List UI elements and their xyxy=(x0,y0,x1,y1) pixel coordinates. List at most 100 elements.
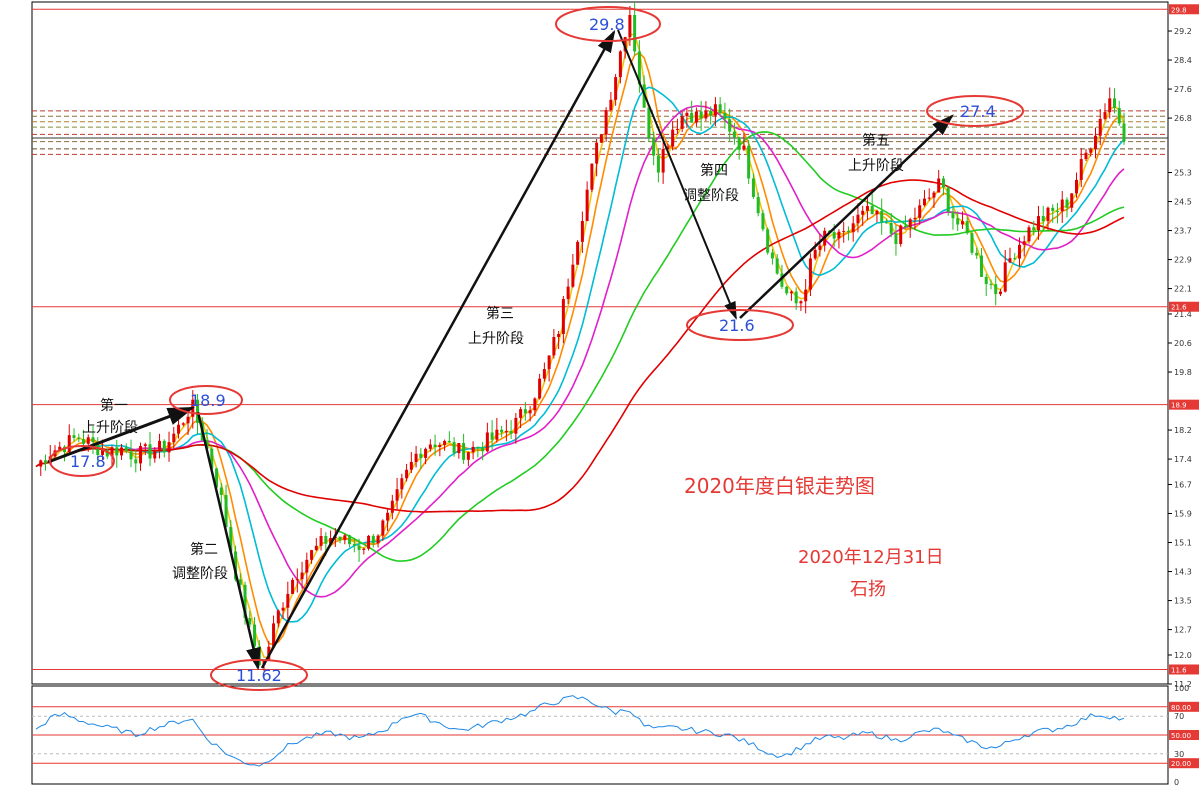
chart-date: 2020年12月31日 xyxy=(798,547,944,568)
trend-arrows xyxy=(47,29,954,671)
candle-body xyxy=(457,443,461,454)
candle-body xyxy=(675,128,679,130)
stage-4-line1: 第四 xyxy=(700,162,728,179)
candle-body xyxy=(770,252,774,259)
candle-body xyxy=(884,222,888,224)
candle-body xyxy=(994,284,998,295)
candle-body xyxy=(970,233,974,253)
candle-body xyxy=(148,444,152,459)
candle-body xyxy=(314,545,318,551)
candle-body xyxy=(509,431,513,434)
candle-body xyxy=(386,512,390,521)
candle-body xyxy=(756,196,760,214)
candle-body xyxy=(1017,244,1021,259)
candle-body xyxy=(139,446,143,464)
price-tag-label: 18.9 xyxy=(1171,402,1187,410)
price-tick-label: 20.6 xyxy=(1174,339,1192,348)
candle-body xyxy=(238,579,242,585)
circle-21-6 xyxy=(686,309,794,341)
candle-body xyxy=(908,219,912,228)
candle-body xyxy=(552,336,556,356)
rsi-tick-label: 70 xyxy=(1174,712,1184,721)
candle-body xyxy=(747,145,751,179)
candle-body xyxy=(72,435,76,438)
price-tick-label: 17.4 xyxy=(1174,455,1192,464)
point-label-21-6: 21.6 xyxy=(719,316,755,335)
candle-body xyxy=(1008,258,1012,263)
rsi-tag-label: 20.00 xyxy=(1171,760,1191,768)
candle-body xyxy=(400,478,404,490)
candle-body xyxy=(210,448,214,469)
candle-body xyxy=(766,229,770,253)
candle-body xyxy=(685,112,689,117)
candle-body xyxy=(395,489,399,501)
candle-body xyxy=(775,258,779,274)
point-label-17-8: 17.8 xyxy=(70,452,106,471)
candle-body xyxy=(561,299,565,334)
candle-body xyxy=(443,440,447,445)
arrow-stage-1 xyxy=(47,406,195,464)
candle-body xyxy=(253,624,257,647)
rsi-indicator: 100 70 30 0 80.00 50.00 20.00 xyxy=(32,684,1199,787)
candle-body xyxy=(922,198,926,206)
arrow-stage-4 xyxy=(617,29,737,320)
candle-body xyxy=(124,447,128,452)
candle-body xyxy=(305,559,309,573)
candle-body xyxy=(576,241,580,265)
candle-body xyxy=(785,286,789,294)
candle-body xyxy=(837,231,841,239)
ma-line xyxy=(35,105,1125,598)
candle-body xyxy=(941,178,945,188)
candle-body xyxy=(637,51,641,85)
candlesticks xyxy=(39,2,1126,672)
candle-body xyxy=(215,468,219,488)
candle-body xyxy=(761,213,765,230)
candle-body xyxy=(1041,216,1045,222)
candle-body xyxy=(989,284,993,286)
candle-body xyxy=(86,437,90,444)
candle-body xyxy=(875,210,879,215)
candle-body xyxy=(1103,112,1107,119)
candle-body xyxy=(419,453,423,458)
candle-body xyxy=(699,111,703,119)
price-tick-label: 22.9 xyxy=(1174,256,1192,265)
candle-body xyxy=(162,440,166,453)
rsi-tag-label: 50.00 xyxy=(1171,732,1191,740)
candle-body xyxy=(82,439,86,444)
candle-body xyxy=(571,264,575,287)
candle-body xyxy=(599,134,603,143)
candle-body xyxy=(704,110,708,119)
candle-body xyxy=(751,178,755,197)
candle-body xyxy=(433,444,437,448)
candle-body xyxy=(647,107,651,138)
candle-body xyxy=(652,137,656,156)
candle-body xyxy=(998,291,1002,295)
candle-body xyxy=(177,424,181,434)
candle-body xyxy=(58,446,62,451)
candle-body xyxy=(709,110,713,116)
candle-body xyxy=(44,460,48,464)
candle-body xyxy=(514,417,518,434)
candle-body xyxy=(471,446,475,453)
candle-body xyxy=(1051,207,1055,211)
price-tag-box xyxy=(1169,399,1199,410)
candle-body xyxy=(856,214,860,224)
candle-body xyxy=(832,232,836,239)
candle-body xyxy=(861,210,865,215)
price-tick-label: 22.1 xyxy=(1174,285,1192,294)
stage-5-line2: 上升阶段 xyxy=(848,158,904,174)
candle-body xyxy=(614,77,618,100)
candle-body xyxy=(880,210,884,223)
price-tick-label: 23.7 xyxy=(1174,227,1192,236)
candle-body xyxy=(376,535,380,544)
candle-body xyxy=(937,178,941,193)
candle-body xyxy=(153,451,157,459)
price-tick-label: 12.7 xyxy=(1174,626,1192,635)
candle-body xyxy=(865,206,869,211)
candle-body xyxy=(291,579,295,594)
candle-body xyxy=(390,500,394,513)
candle-body xyxy=(310,550,314,560)
candle-body xyxy=(628,14,632,38)
price-tag-box xyxy=(1169,301,1199,312)
candle-body xyxy=(690,112,694,123)
